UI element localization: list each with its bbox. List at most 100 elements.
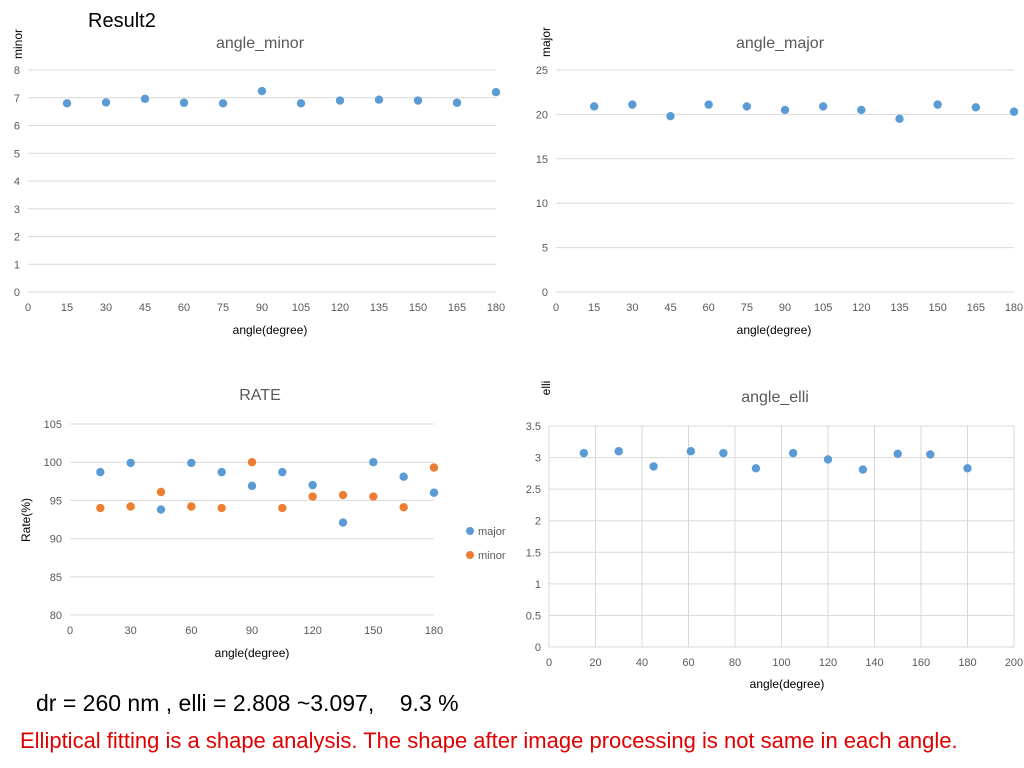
data-point	[374, 95, 384, 104]
x-tick-label: 90	[779, 302, 791, 314]
legend-label: major	[478, 526, 506, 538]
y-tick-label: 10	[536, 198, 548, 210]
data-point	[666, 111, 675, 121]
x-tick-label: 30	[100, 302, 112, 314]
data-point	[369, 458, 378, 467]
y-tick-label: 0	[14, 287, 20, 299]
x-tick-label: 60	[682, 657, 694, 669]
y-tick-label: 2.5	[526, 484, 541, 496]
data-point	[579, 448, 589, 458]
data-point	[780, 105, 790, 115]
x-tick-label: 90	[256, 302, 268, 314]
x-tick-label: 80	[729, 657, 741, 669]
chart-title: RATE	[239, 387, 280, 404]
data-point	[818, 102, 828, 111]
y-tick-label: 5	[542, 243, 548, 255]
data-point	[257, 86, 267, 96]
data-point	[335, 96, 345, 105]
data-point	[686, 447, 696, 456]
x-tick-label: 0	[67, 625, 73, 637]
x-tick-label: 45	[664, 302, 676, 314]
data-point	[933, 100, 942, 109]
x-tick-label: 60	[178, 302, 190, 314]
x-tick-label: 120	[303, 625, 321, 637]
data-point	[296, 99, 306, 108]
legend-marker	[466, 527, 474, 535]
data-point	[429, 463, 439, 472]
data-point	[338, 490, 348, 500]
x-tick-label: 75	[217, 302, 229, 314]
data-point	[156, 505, 166, 514]
data-point	[751, 464, 761, 473]
data-point	[247, 481, 257, 491]
x-tick-label: 15	[588, 302, 600, 314]
x-tick-label: 150	[928, 302, 946, 314]
y-tick-label: 25	[536, 65, 548, 77]
data-point	[823, 455, 833, 464]
data-point	[893, 449, 902, 458]
x-tick-label: 0	[25, 302, 31, 314]
x-tick-label: 135	[890, 302, 908, 314]
y-tick-label: 7	[14, 93, 20, 105]
data-point	[187, 458, 196, 468]
y-tick-label: 100	[44, 457, 62, 469]
data-point	[218, 99, 228, 108]
y-tick-label: 2	[535, 516, 541, 528]
y-tick-label: 15	[536, 154, 548, 166]
y-tick-label: 20	[536, 109, 548, 121]
data-point	[413, 96, 423, 105]
x-tick-label: 0	[553, 302, 559, 314]
data-point	[278, 467, 287, 477]
x-tick-label: 180	[487, 302, 505, 314]
data-point	[338, 518, 348, 527]
x-tick-label: 200	[1005, 657, 1023, 669]
x-tick-label: 135	[370, 302, 388, 314]
y-tick-label: 6	[14, 121, 20, 133]
y-axis-label: Rate(%)	[19, 498, 33, 542]
data-point	[399, 503, 408, 512]
y-tick-label: 85	[50, 572, 62, 584]
note-text: Elliptical fitting is a shape analysis. …	[20, 728, 958, 753]
y-tick-label: 1	[535, 579, 541, 591]
summary-text: dr = 260 nm , elli = 2.808 ~3.097, 9.3 %	[36, 690, 459, 716]
y-tick-label: 5	[14, 148, 20, 160]
data-point	[217, 503, 226, 513]
y-tick-label: 2	[14, 232, 20, 244]
data-point	[126, 502, 135, 511]
data-point	[788, 448, 798, 458]
x-tick-label: 105	[814, 302, 832, 314]
y-tick-label: 3.5	[526, 421, 541, 433]
y-tick-label: 3	[535, 453, 541, 465]
y-axis-label: minor	[11, 29, 25, 59]
y-axis-label: elli	[539, 381, 553, 396]
x-tick-label: 120	[852, 302, 870, 314]
y-tick-label: 4	[14, 176, 20, 188]
data-point	[156, 487, 166, 497]
x-tick-label: 150	[409, 302, 427, 314]
data-point	[96, 503, 105, 513]
data-point	[926, 450, 935, 459]
x-tick-label: 75	[741, 302, 753, 314]
x-tick-label: 120	[819, 657, 837, 669]
x-tick-label: 165	[967, 302, 985, 314]
x-axis-label: angle(degree)	[737, 323, 812, 337]
data-point	[614, 447, 623, 456]
chart-3: 80 85 90 95 100 105 0 30 60 90 120 150 180 RATE angle(…	[19, 387, 506, 660]
x-tick-label: 180	[425, 625, 443, 637]
data-point	[62, 99, 72, 108]
data-point	[857, 105, 866, 115]
data-point	[187, 502, 196, 511]
y-tick-label: 8	[14, 65, 20, 77]
x-axis-label: angle(degree)	[750, 677, 825, 691]
x-tick-label: 40	[636, 657, 648, 669]
x-tick-label: 0	[546, 657, 552, 669]
data-point	[628, 100, 637, 109]
data-point	[742, 102, 752, 111]
x-axis-label: angle(degree)	[233, 323, 308, 337]
x-tick-label: 60	[185, 625, 197, 637]
data-point	[719, 448, 728, 458]
data-point	[140, 94, 150, 104]
x-tick-label: 20	[589, 657, 601, 669]
